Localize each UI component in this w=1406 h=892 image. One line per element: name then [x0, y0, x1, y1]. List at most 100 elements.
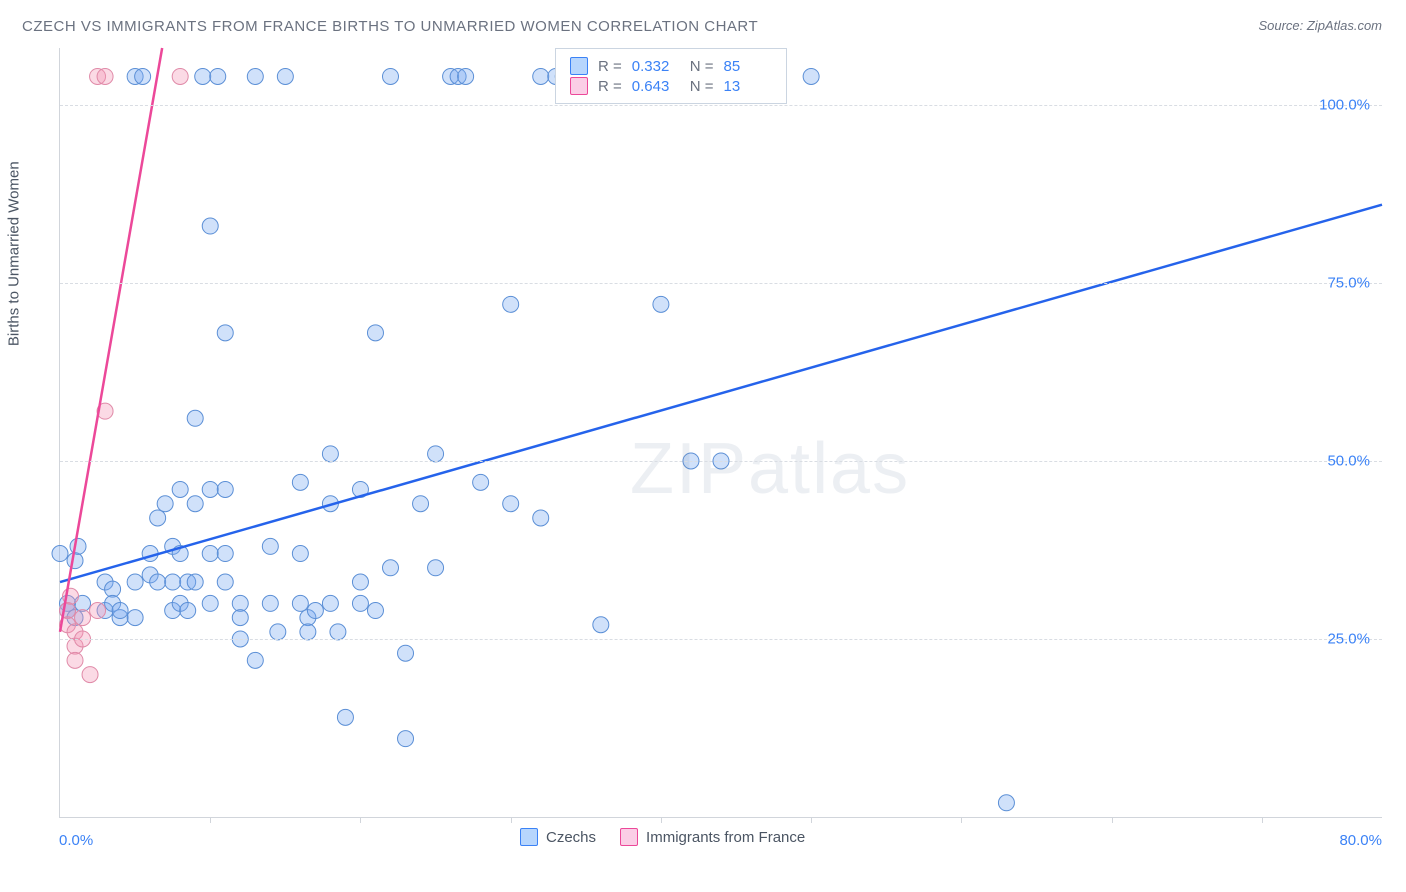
data-point — [195, 68, 211, 84]
data-point — [998, 795, 1014, 811]
data-point — [217, 546, 233, 562]
swatch-blue-icon — [520, 828, 538, 846]
data-point — [127, 574, 143, 590]
n-label: N = — [690, 78, 714, 95]
x-tick — [511, 817, 512, 823]
source-label: Source: ZipAtlas.com — [1258, 18, 1382, 33]
data-point — [67, 652, 83, 668]
data-point — [428, 560, 444, 576]
data-point — [217, 481, 233, 497]
x-tick — [360, 817, 361, 823]
swatch-blue-icon — [570, 57, 588, 75]
data-point — [413, 496, 429, 512]
x-tick — [1262, 817, 1263, 823]
data-point — [202, 481, 218, 497]
y-tick-label: 50.0% — [1327, 452, 1370, 469]
data-point — [428, 446, 444, 462]
data-point — [202, 595, 218, 611]
data-point — [262, 538, 278, 554]
chart-title: CZECH VS IMMIGRANTS FROM FRANCE BIRTHS T… — [22, 18, 758, 35]
r-value-czechs: 0.332 — [632, 58, 680, 75]
y-tick-label: 75.0% — [1327, 274, 1370, 291]
data-point — [52, 546, 68, 562]
data-point — [180, 603, 196, 619]
data-point — [367, 325, 383, 341]
x-tick — [811, 817, 812, 823]
data-point — [593, 617, 609, 633]
x-tick — [210, 817, 211, 823]
data-point — [90, 603, 106, 619]
x-axis-max-label: 80.0% — [1339, 832, 1382, 849]
swatch-pink-icon — [570, 77, 588, 95]
y-axis-label: Births to Unmarried Women — [6, 161, 23, 346]
chart-svg — [60, 48, 1382, 817]
data-point — [150, 510, 166, 526]
data-point — [105, 581, 121, 597]
n-value-france: 13 — [724, 78, 772, 95]
legend-label: Immigrants from France — [646, 829, 805, 846]
data-point — [187, 496, 203, 512]
bottom-legend: Czechs Immigrants from France — [520, 828, 805, 846]
data-point — [210, 68, 226, 84]
r-value-france: 0.643 — [632, 78, 680, 95]
data-point — [187, 574, 203, 590]
trend-line — [60, 205, 1382, 582]
data-point — [232, 595, 248, 611]
data-point — [187, 410, 203, 426]
r-label: R = — [598, 58, 622, 75]
data-point — [135, 68, 151, 84]
correlation-stats-box: R = 0.332 N = 85 R = 0.643 N = 13 — [555, 48, 787, 104]
data-point — [157, 496, 173, 512]
data-point — [277, 68, 293, 84]
data-point — [172, 481, 188, 497]
data-point — [165, 574, 181, 590]
x-axis-min-label: 0.0% — [59, 832, 93, 849]
data-point — [337, 709, 353, 725]
data-point — [67, 553, 83, 569]
data-point — [352, 574, 368, 590]
data-point — [503, 296, 519, 312]
gridline — [60, 639, 1382, 640]
data-point — [292, 595, 308, 611]
swatch-pink-icon — [620, 828, 638, 846]
data-point — [172, 68, 188, 84]
data-point — [292, 546, 308, 562]
data-point — [202, 546, 218, 562]
data-point — [112, 603, 128, 619]
data-point — [292, 474, 308, 490]
data-point — [398, 731, 414, 747]
data-point — [70, 538, 86, 554]
data-point — [247, 68, 263, 84]
data-point — [202, 218, 218, 234]
data-point — [458, 68, 474, 84]
data-point — [232, 610, 248, 626]
data-point — [307, 603, 323, 619]
gridline — [60, 105, 1382, 106]
x-tick — [961, 817, 962, 823]
data-point — [150, 574, 166, 590]
data-point — [398, 645, 414, 661]
data-point — [533, 510, 549, 526]
x-tick — [661, 817, 662, 823]
data-point — [653, 296, 669, 312]
gridline — [60, 283, 1382, 284]
data-point — [533, 68, 549, 84]
gridline — [60, 461, 1382, 462]
r-label: R = — [598, 78, 622, 95]
y-tick-label: 100.0% — [1319, 96, 1370, 113]
trend-line — [60, 48, 162, 632]
legend-item-czechs: Czechs — [520, 828, 596, 846]
data-point — [330, 624, 346, 640]
legend-label: Czechs — [546, 829, 596, 846]
data-point — [217, 574, 233, 590]
data-point — [262, 595, 278, 611]
data-point — [352, 595, 368, 611]
n-label: N = — [690, 58, 714, 75]
n-value-czechs: 85 — [724, 58, 772, 75]
x-tick — [1112, 817, 1113, 823]
data-point — [127, 610, 143, 626]
data-point — [247, 652, 263, 668]
plot-area: ZIPatlas 25.0%50.0%75.0%100.0% — [59, 48, 1382, 818]
data-point — [803, 68, 819, 84]
data-point — [75, 610, 91, 626]
